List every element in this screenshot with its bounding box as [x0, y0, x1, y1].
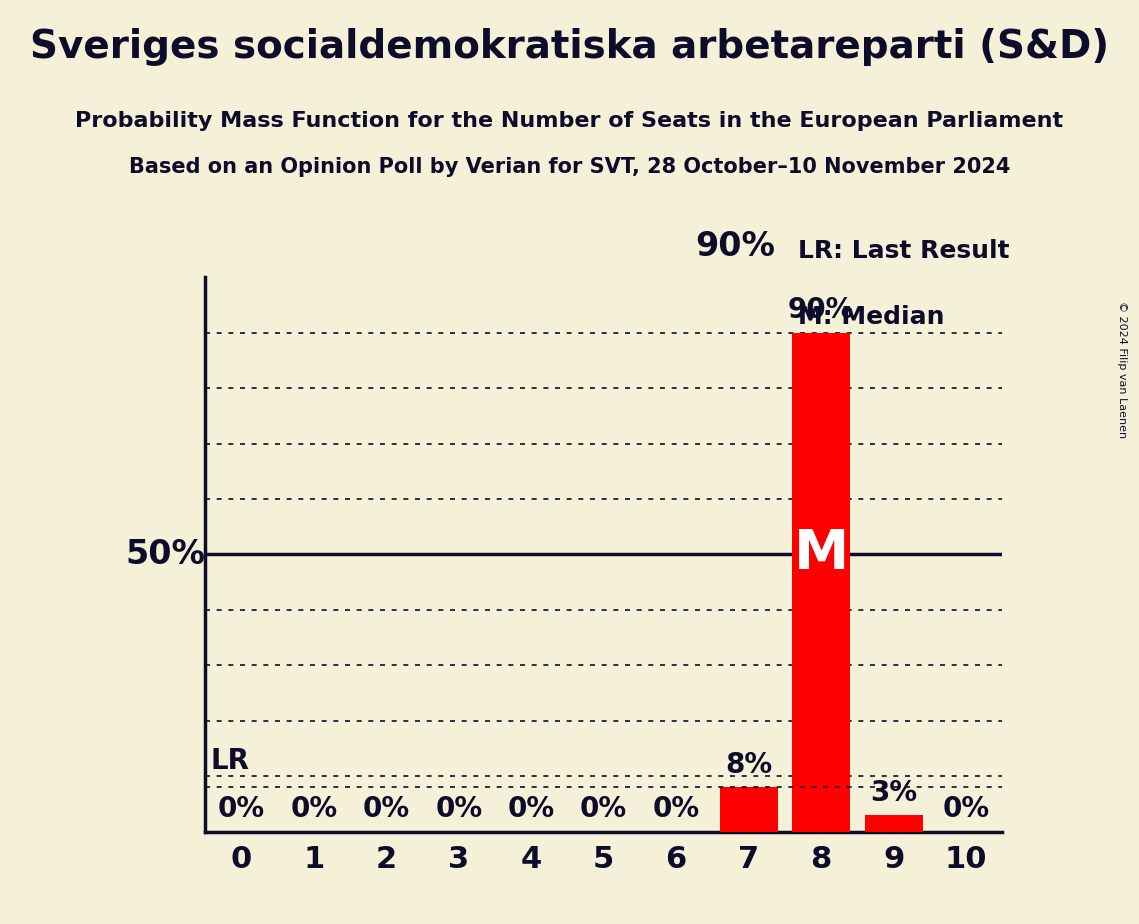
Text: Probability Mass Function for the Number of Seats in the European Parliament: Probability Mass Function for the Number… — [75, 111, 1064, 131]
Text: 0%: 0% — [290, 796, 337, 823]
Bar — [720, 787, 778, 832]
Text: LR: Last Result: LR: Last Result — [798, 239, 1010, 263]
Text: © 2024 Filip van Laenen: © 2024 Filip van Laenen — [1117, 301, 1126, 438]
Text: 8%: 8% — [726, 751, 772, 779]
Text: M: M — [794, 528, 849, 581]
Text: Sveriges socialdemokratiska arbetareparti (S&D): Sveriges socialdemokratiska arbetarepart… — [30, 28, 1109, 66]
Bar — [865, 815, 923, 832]
Text: 3%: 3% — [870, 779, 917, 807]
Text: M: Median: M: Median — [798, 305, 945, 329]
Text: 0%: 0% — [435, 796, 482, 823]
Text: 0%: 0% — [653, 796, 699, 823]
Bar — [792, 333, 850, 832]
Text: 0%: 0% — [218, 796, 265, 823]
Text: LR: LR — [211, 747, 249, 775]
Text: 0%: 0% — [942, 796, 990, 823]
Text: 0%: 0% — [362, 796, 410, 823]
Text: 0%: 0% — [580, 796, 628, 823]
Text: 0%: 0% — [508, 796, 555, 823]
Text: 90%: 90% — [788, 297, 854, 324]
Text: 90%: 90% — [696, 230, 776, 263]
Text: Based on an Opinion Poll by Verian for SVT, 28 October–10 November 2024: Based on an Opinion Poll by Verian for S… — [129, 157, 1010, 177]
Text: 50%: 50% — [125, 538, 205, 571]
